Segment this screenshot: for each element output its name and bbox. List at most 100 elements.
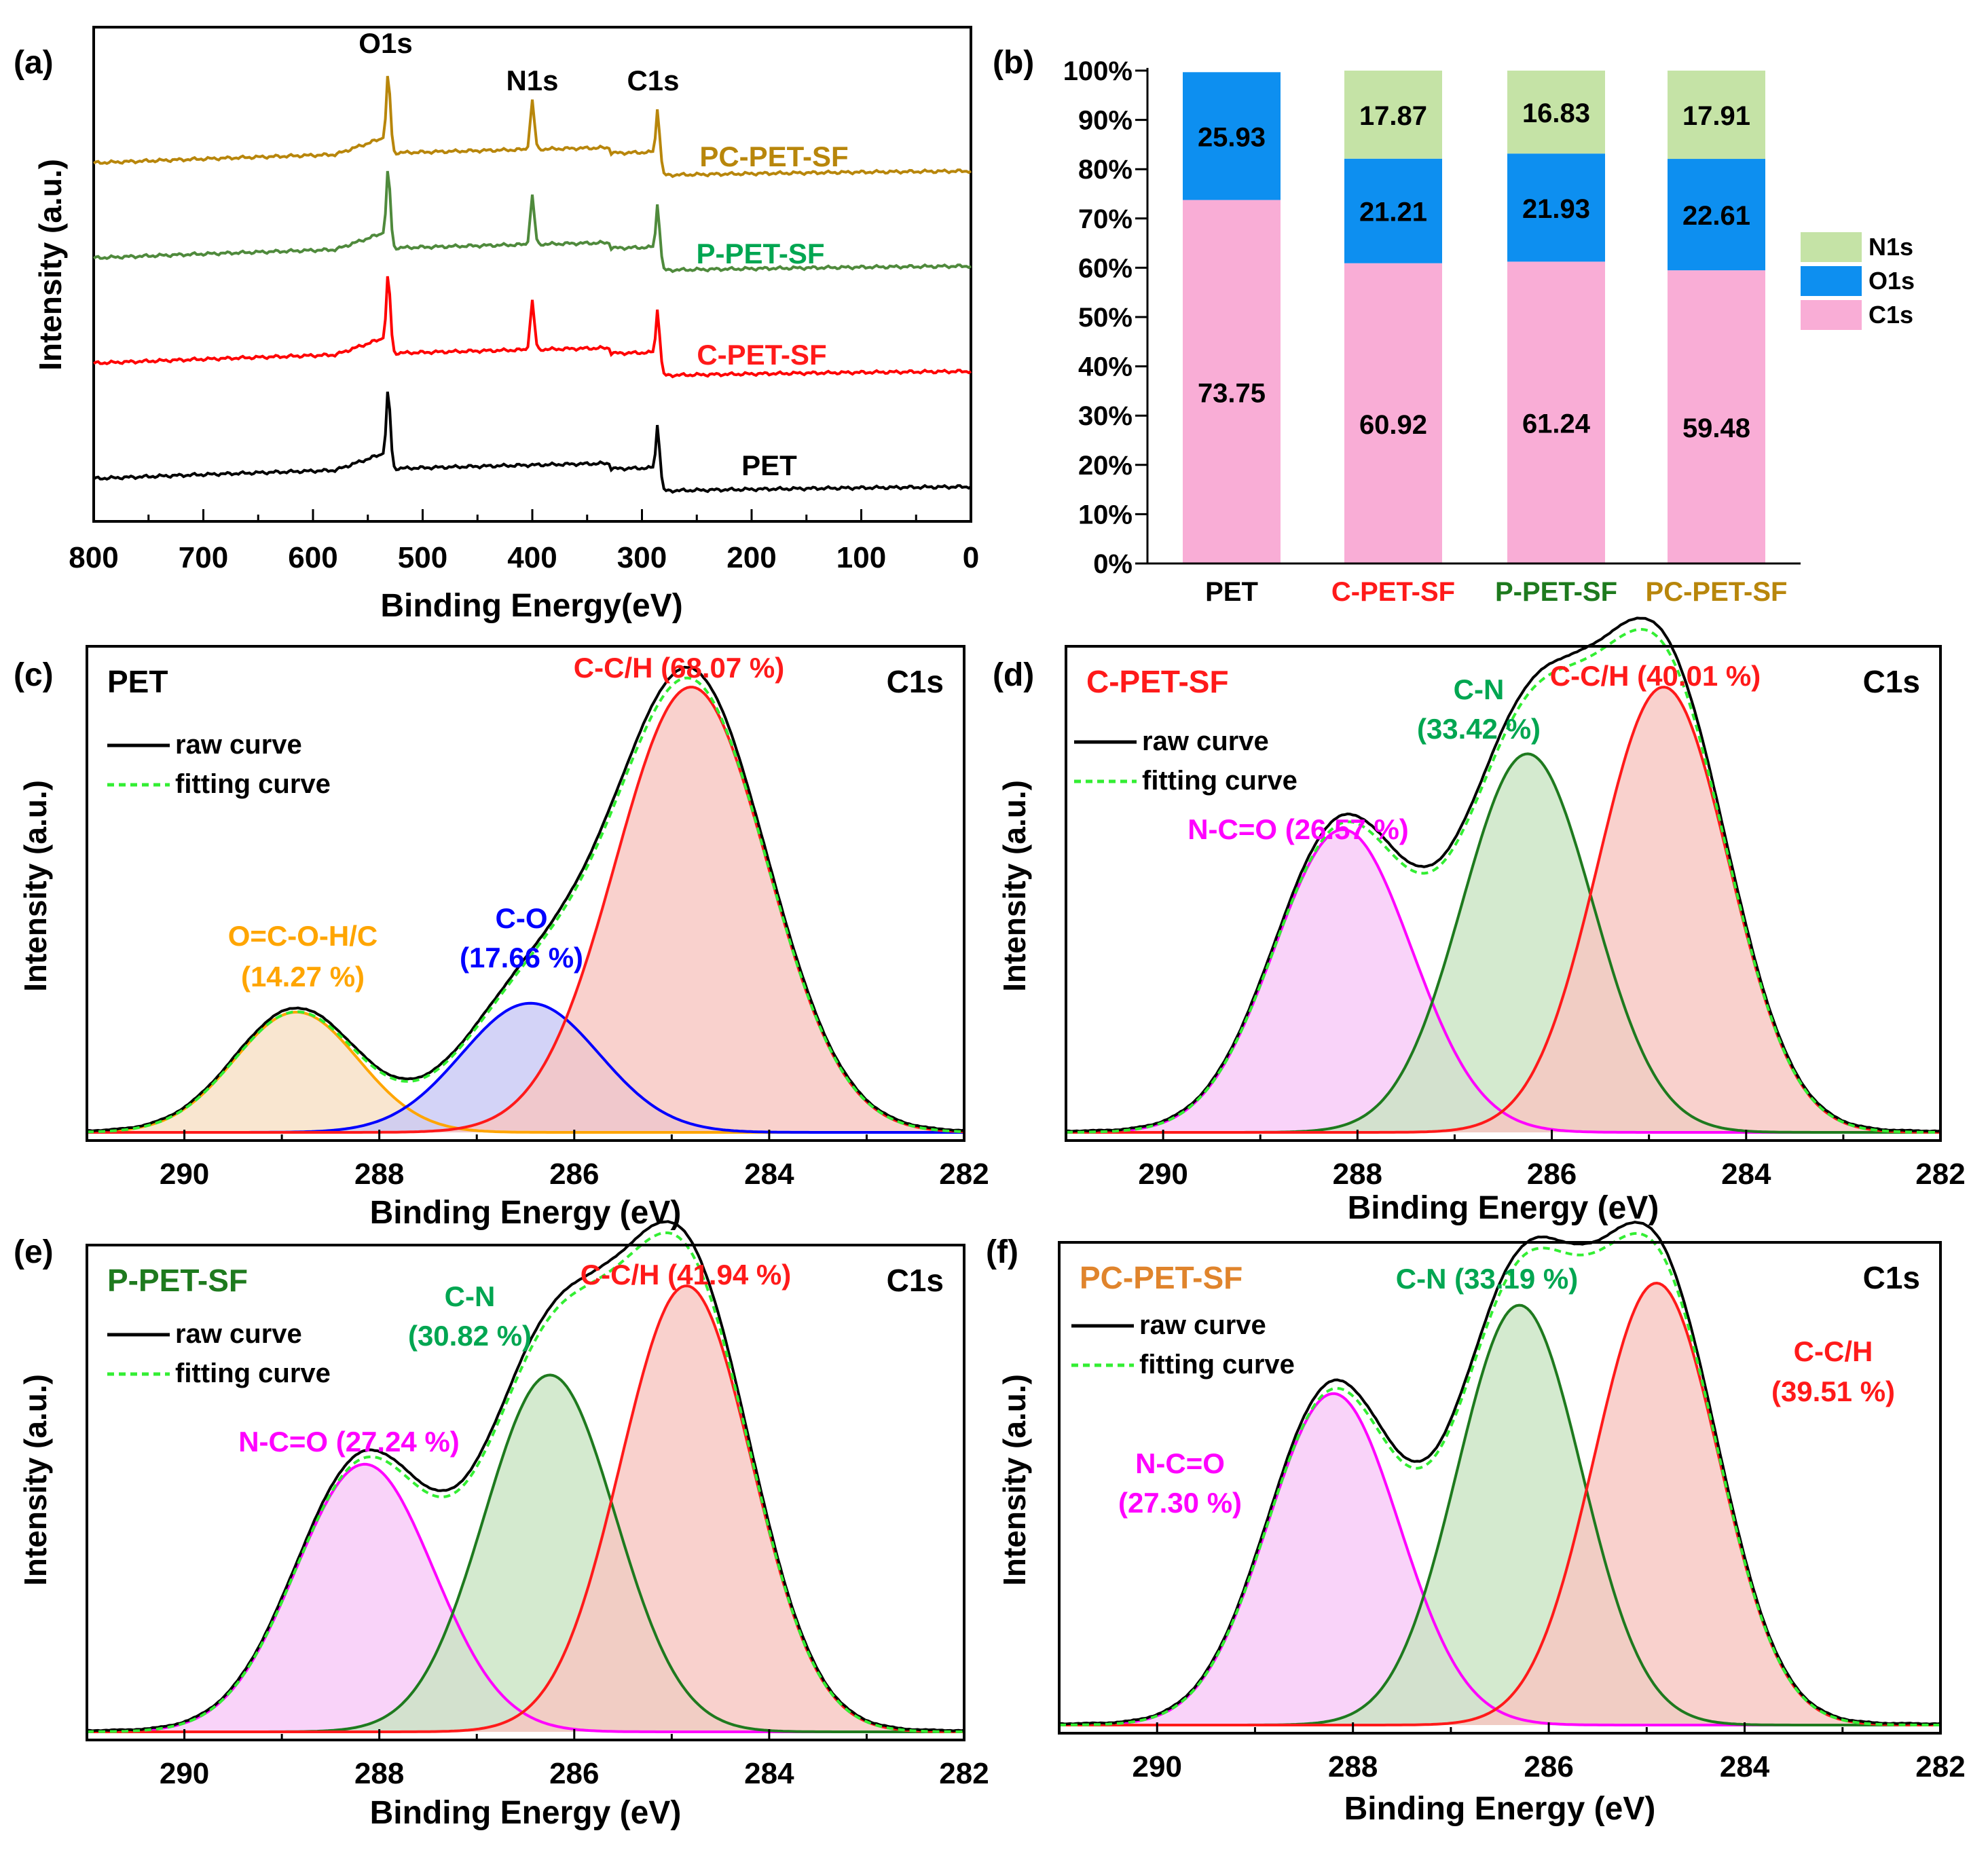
y-tick-label-b: 100%	[1063, 56, 1133, 86]
survey-line-pc-pet-sf	[92, 75, 972, 179]
y-axis-label: Intensity (a.u.)	[997, 1374, 1032, 1586]
panel-e: (e) 290 288 286 284 282 P-PET-SF C1s raw curve fi…	[14, 1220, 989, 1831]
bar-segment-c1s-pc-pet-sf	[1668, 270, 1765, 563]
sample-title: PC-PET-SF	[1080, 1260, 1242, 1295]
x-axis-label: Binding Energy (eV)	[1344, 1791, 1656, 1827]
y-tick-label-b: 70%	[1078, 204, 1133, 234]
bar-segment-o1s-p-pet-sf	[1507, 153, 1605, 262]
peak-label-c-o: C-O	[496, 902, 548, 934]
legend-label-c1s: C1s	[1869, 301, 1913, 329]
axes-frame-f	[1058, 1241, 1942, 1735]
x-tick-label-a: 200	[726, 541, 776, 574]
x-tick-label-a: 800	[69, 541, 118, 574]
legend-raw-label: raw curve	[175, 730, 302, 760]
panel-b: (b) 0% 10% 20% 30% 40% 50% 60% 70% 80% 90% 100% 73…	[993, 45, 1915, 607]
x-tick-label: 286	[549, 1158, 599, 1191]
x-tick-label-a: 0	[963, 541, 979, 574]
peak-label-n-c-o: (27.30 %)	[1118, 1487, 1242, 1519]
x-tick-label: 286	[549, 1757, 599, 1790]
bar-segment-n1s-pc-pet-sf	[1668, 71, 1765, 160]
peak-label-c-c-h: C-C/H	[1794, 1335, 1873, 1367]
x-category-label-c-pet-sf: C-PET-SF	[1331, 577, 1455, 607]
y-tick-label-b: 10%	[1078, 500, 1133, 530]
survey-line-p-pet-sf	[92, 170, 972, 274]
y-tick-label-b: 80%	[1078, 155, 1133, 185]
x-axis-label: Binding Energy (eV)	[1348, 1190, 1659, 1226]
y-tick-label-b: 30%	[1078, 401, 1133, 431]
panel-label-e: (e)	[14, 1234, 54, 1270]
peak-label-c-n: (33.42 %)	[1417, 713, 1541, 745]
raw-curve-line	[86, 1220, 965, 1733]
bar-segment-c1s-pet	[1183, 200, 1281, 563]
legend-label-o1s: O1s	[1869, 267, 1915, 295]
peak-label-c-c-h: C-C/H (40.01 %)	[1550, 660, 1761, 692]
fitting-curve-line	[1059, 1231, 1940, 1726]
x-tick-label: 288	[1333, 1158, 1382, 1191]
series-label-pc-pet-sf: PC-PET-SF	[699, 141, 848, 172]
peak-fill-c-o	[87, 1003, 964, 1132]
panel-label-d: (d)	[993, 657, 1034, 693]
panel-label-f: (f)	[986, 1234, 1018, 1270]
bar-value-label: 61.24	[1522, 409, 1591, 439]
peak-label-c1s: C1s	[627, 64, 679, 96]
panel-a: (a) 800 700 600 500 400 300 200 100 0 O1s N1s C1…	[14, 26, 979, 624]
y-axis-label: Intensity (a.u.)	[18, 780, 53, 992]
x-tick-label: 282	[939, 1757, 989, 1790]
legend-swatch-c1s	[1801, 300, 1862, 330]
bar-segment-o1s-pc-pet-sf	[1668, 159, 1765, 271]
bar-value-label: 16.83	[1522, 98, 1590, 128]
x-category-label-p-pet-sf: P-PET-SF	[1495, 577, 1617, 607]
y-axis-label: Intensity (a.u.)	[997, 780, 1032, 992]
y-axis-label: Intensity (a.u.)	[18, 1374, 53, 1586]
bar-segment-n1s-c-pet-sf	[1344, 71, 1442, 159]
y-tick-label-b: 40%	[1078, 352, 1133, 382]
legend-b: N1s O1s C1s	[1801, 232, 1915, 330]
peak-label-c-c-h: C-C/H (41.94 %)	[581, 1259, 791, 1291]
corner-label-c1s: C1s	[887, 1263, 944, 1298]
legend-raw-label: raw curve	[175, 1319, 302, 1349]
y-tick-label-b: 20%	[1078, 451, 1133, 481]
bar-segment-n1s-p-pet-sf	[1507, 71, 1605, 154]
x-tick-label-a: 600	[288, 541, 337, 574]
legend-fit-label: fitting curve	[175, 1358, 331, 1388]
x-tick-label: 290	[1133, 1750, 1182, 1783]
survey-line-pet	[92, 391, 972, 494]
x-tick-label-a: 300	[617, 541, 667, 574]
corner-label-c1s: C1s	[1863, 664, 1920, 699]
peak-label-c-c-h: (39.51 %)	[1771, 1375, 1895, 1407]
y-tick-label-b: 90%	[1078, 106, 1133, 136]
legend-raw-label: raw curve	[1139, 1310, 1266, 1340]
peak-label-c-n: (30.82 %)	[408, 1320, 532, 1352]
x-tick-label: 290	[160, 1158, 209, 1191]
x-tick-label-a: 700	[179, 541, 228, 574]
survey-line-c-pet-sf	[92, 276, 972, 379]
x-tick-label: 282	[1915, 1158, 1965, 1191]
peak-fill-o-c-o-h-c	[87, 1012, 964, 1132]
bar-segment-c1s-c-pet-sf	[1344, 263, 1442, 563]
stacked-bars: 73.75 25.93 60.92 21.21 17.87 61.24 21.93 16.83…	[1183, 71, 1765, 563]
sample-title: C-PET-SF	[1086, 664, 1229, 699]
x-tick-label: 284	[744, 1158, 794, 1191]
bar-value-label: 21.21	[1359, 198, 1427, 227]
peak-fill-c-n	[1059, 1305, 1940, 1725]
bar-value-label: 21.93	[1522, 194, 1590, 224]
y-tick-label-b: 60%	[1078, 253, 1133, 283]
x-tick-label: 288	[354, 1757, 404, 1790]
y-tick-label-b: 0%	[1093, 549, 1133, 579]
x-category-label-pc-pet-sf: PC-PET-SF	[1646, 577, 1788, 607]
axes-frame-c	[86, 645, 965, 1142]
legend-swatch-n1s	[1801, 232, 1862, 262]
x-tick-label: 284	[1721, 1158, 1771, 1191]
legend-swatch-o1s	[1801, 266, 1862, 296]
peak-fill-c-c-h	[87, 1286, 964, 1732]
peak-fill-n-c-o	[1059, 1393, 1940, 1725]
bar-value-label: 73.75	[1198, 378, 1266, 408]
series-label-p-pet-sf: P-PET-SF	[696, 238, 824, 270]
peak-label-o1s: O1s	[358, 27, 412, 59]
x-axis-label: Binding Energy (eV)	[370, 1195, 682, 1231]
fitting-curve-line	[1065, 627, 1940, 1134]
legend-fit-label: fitting curve	[1139, 1350, 1295, 1379]
axes-frame-e	[86, 1244, 965, 1741]
peak-label-c-n: C-N	[1454, 673, 1505, 705]
peak-label-c-o: (17.66 %)	[460, 942, 583, 974]
